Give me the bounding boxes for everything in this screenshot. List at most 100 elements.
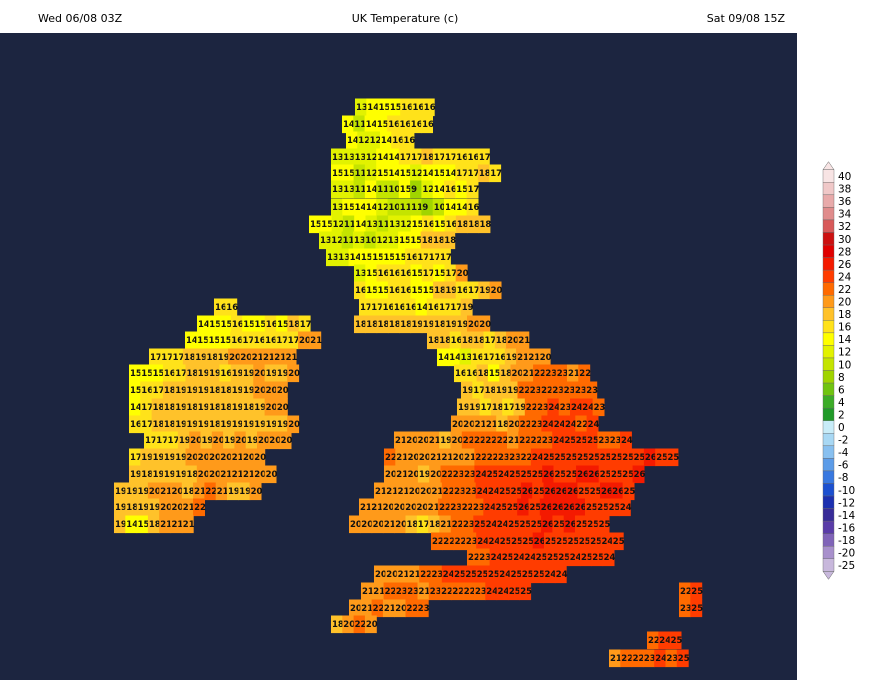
temp-label: 13 <box>356 103 368 113</box>
temp-label: 19 <box>224 436 236 446</box>
temp-label: 21 <box>384 520 396 530</box>
temp-cell <box>326 248 338 267</box>
temp-cell <box>518 415 531 434</box>
temp-cell <box>536 398 548 417</box>
temp-label: 19 <box>138 487 150 497</box>
temp-label: 18 <box>187 369 199 379</box>
temp-cell <box>464 532 477 551</box>
temp-cell <box>573 498 586 517</box>
temp-cell <box>439 248 451 267</box>
temp-label: 14 <box>198 320 210 330</box>
temp-label: 23 <box>545 369 557 379</box>
temp-label: 18 <box>434 286 446 296</box>
temp-label: 23 <box>464 470 476 480</box>
temp-cell <box>268 431 281 450</box>
temp-cell <box>364 180 377 199</box>
temp-cell <box>422 98 435 117</box>
temp-cell <box>538 348 551 367</box>
colorbar-label: 12 <box>838 347 851 359</box>
temp-cell <box>275 398 288 417</box>
temp-label: 19 <box>457 320 469 330</box>
temp-cell <box>543 565 556 584</box>
temp-cell <box>564 465 577 484</box>
temp-cell <box>354 315 366 334</box>
temp-label: 16 <box>383 303 395 313</box>
temp-label: 20 <box>160 503 172 513</box>
temp-label: 16 <box>389 269 401 279</box>
temp-label: 19 <box>445 286 457 296</box>
temp-cell <box>498 482 511 501</box>
temp-cell <box>507 415 520 434</box>
temp-cell <box>404 498 417 517</box>
temp-cell <box>185 398 198 417</box>
temp-label: 24 <box>542 420 554 430</box>
temp-cell <box>586 431 598 450</box>
temp-label: 9 <box>422 203 428 213</box>
temp-cell <box>387 180 400 199</box>
temp-label: 25 <box>609 503 621 513</box>
temp-cell <box>588 482 601 501</box>
temp-label: 15 <box>209 336 221 346</box>
temp-cell <box>392 298 405 317</box>
colorbar-label: -6 <box>838 460 849 472</box>
temp-label: 25 <box>558 553 570 563</box>
temp-cell <box>513 398 526 417</box>
temp-cell <box>519 582 532 601</box>
temp-label: 13 <box>343 185 355 195</box>
temp-label: 18 <box>141 470 153 480</box>
temp-label: 25 <box>588 453 600 463</box>
colorbar-label: 14 <box>838 334 852 346</box>
temp-cell <box>463 465 475 484</box>
temp-cell <box>541 515 553 534</box>
temp-label: 20 <box>457 269 469 279</box>
temp-label: 18 <box>126 503 138 513</box>
temp-label: 15 <box>221 320 233 330</box>
temp-label: 26 <box>545 487 557 497</box>
temp-cell <box>527 348 540 367</box>
temp-label: 16 <box>226 303 238 313</box>
temp-cell <box>391 131 404 150</box>
temp-cell <box>620 431 632 450</box>
temp-label: 14 <box>422 169 434 179</box>
temp-cell <box>438 498 450 517</box>
temp-cell <box>208 381 220 400</box>
temp-cell <box>507 582 520 601</box>
temp-cell <box>421 180 434 199</box>
temp-cell <box>174 415 187 434</box>
temp-label: 18 <box>439 336 451 346</box>
temp-label: 21 <box>263 353 275 363</box>
temp-cell <box>382 515 395 534</box>
temp-label: 19 <box>462 303 474 313</box>
temp-cell <box>230 465 243 484</box>
temp-cell <box>331 198 343 217</box>
temp-label: 23 <box>479 553 491 563</box>
temp-label: 26 <box>565 520 577 530</box>
temp-cell <box>459 348 472 367</box>
temp-cell <box>455 315 468 334</box>
temp-label: 14 <box>366 203 378 213</box>
temp-cell <box>250 348 263 367</box>
temp-cell <box>521 532 534 551</box>
temp-label: 18 <box>479 169 491 179</box>
temp-cell <box>395 448 408 467</box>
temp-label: 22 <box>385 587 397 597</box>
temp-cell <box>455 215 468 234</box>
temp-cell <box>523 548 536 567</box>
temp-label: 21 <box>362 587 374 597</box>
temp-cell <box>406 465 419 484</box>
temp-cell <box>575 415 588 434</box>
temp-label: 17 <box>417 253 429 263</box>
temp-cell <box>428 515 440 534</box>
temp-label: 26 <box>601 487 613 497</box>
temp-cell <box>426 498 439 517</box>
temp-label: 25 <box>622 470 634 480</box>
colorbar-band <box>822 244 835 258</box>
temp-label: 26 <box>577 470 589 480</box>
temp-label: 12 <box>333 220 345 230</box>
temp-label: 24 <box>620 503 632 513</box>
temp-label: 18 <box>444 236 456 246</box>
temp-label: 15 <box>412 220 424 230</box>
temp-label: 21 <box>396 470 408 480</box>
temp-cell <box>455 148 468 167</box>
temp-label: 19 <box>153 453 165 463</box>
